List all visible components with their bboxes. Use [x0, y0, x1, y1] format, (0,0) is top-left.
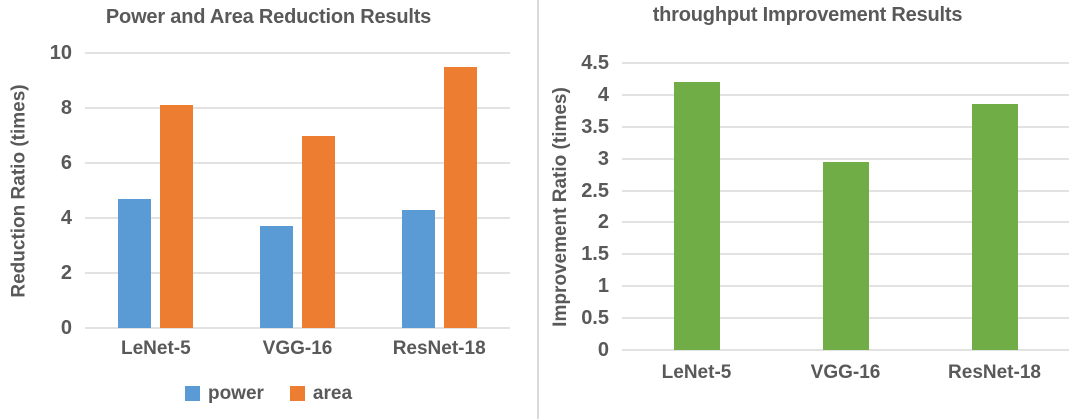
gridline: [85, 107, 510, 109]
bar-area-lenet-5: [160, 105, 194, 328]
gridline: [622, 62, 1069, 64]
y-tick-label: 4.5: [581, 52, 609, 74]
bars: [85, 53, 510, 328]
plot-area: 0 2 4 6 8 10: [50, 43, 510, 338]
y-axis-title-text: Improvement Ratio (times): [550, 86, 571, 327]
y-tick-label: 3.5: [581, 115, 609, 138]
legend-label-area: area: [312, 383, 353, 404]
bar-throughput-resnet-18: [971, 104, 1018, 350]
y-tick-label: 10: [49, 42, 72, 64]
gridline: [85, 327, 510, 329]
x-axis-labels: LeNet-5 VGG-16 ResNet-18: [85, 338, 510, 360]
gridline: [85, 52, 510, 54]
power-area-reduction-chart: Power and Area Reduction Results Reducti…: [0, 0, 537, 419]
legend-item-power: power: [184, 383, 264, 404]
y-axis-title: Reduction Ratio (times): [0, 53, 42, 328]
y-tick-label: 2: [60, 262, 72, 284]
y-axis-title-text: Reduction Ratio (times): [9, 83, 31, 298]
bar-area-vgg-16: [302, 135, 335, 328]
y-tick-label: 4: [597, 83, 609, 106]
y-tick-label: 1.5: [581, 243, 609, 266]
y-tick-label: 2.5: [581, 179, 609, 202]
y-tick-label: 2: [597, 211, 609, 234]
bar-throughput-lenet-5: [673, 82, 720, 350]
legend: power area: [0, 384, 537, 403]
gridline: [622, 349, 1069, 351]
bar-power-resnet-18: [401, 209, 435, 328]
gridline: [85, 217, 510, 219]
bar-group-lenet-5: [85, 53, 227, 328]
legend-label-power: power: [207, 383, 264, 404]
x-axis-label: LeNet-5: [120, 338, 191, 359]
y-tick-label: 3: [597, 147, 609, 170]
gridline: [622, 93, 1069, 96]
y-tick-label: 4: [60, 207, 72, 229]
bar-power-lenet-5: [118, 198, 152, 328]
bar-area-resnet-18: [443, 66, 477, 328]
bar-group-resnet-18: [920, 63, 1069, 350]
y-tick-label: 1: [597, 275, 609, 298]
bar-group-resnet-18: [368, 53, 510, 328]
y-axis-title: Improvement Ratio (times): [539, 63, 583, 350]
y-tick-label: 8: [60, 97, 72, 119]
y-tick-label: 0: [60, 317, 72, 339]
plot-area: 0 0.5 1 1.5 2 2.5 3 3.5 4 4.5: [581, 53, 1069, 360]
bar-power-vgg-16: [260, 226, 293, 328]
bar-group-lenet-5: [622, 63, 771, 350]
x-axis-label: ResNet-18: [948, 362, 1041, 383]
y-tick-label: 0: [597, 339, 609, 361]
throughput-improvement-chart: throughput Improvement Results Improveme…: [537, 0, 1076, 419]
y-tick-label: 0.5: [581, 307, 609, 330]
legend-swatch-area: [289, 386, 305, 401]
y-tick-label: 6: [60, 152, 72, 174]
gridline: [85, 162, 510, 164]
chart-title: throughput Improvement Results: [652, 4, 963, 26]
bars: [622, 63, 1069, 350]
bar-group-vgg-16: [771, 63, 920, 350]
x-axis-label: ResNet-18: [392, 338, 486, 359]
gridline: [622, 125, 1069, 128]
gridline: [85, 272, 510, 274]
chart-title: Power and Area Reduction Results: [105, 6, 432, 28]
legend-item-area: area: [289, 383, 353, 404]
bar-group-vgg-16: [227, 53, 369, 328]
bar-throughput-vgg-16: [822, 161, 869, 350]
legend-swatch-power: [184, 386, 200, 401]
x-axis-label: LeNet-5: [661, 362, 732, 383]
x-axis-labels: LeNet-5 VGG-16 ResNet-18: [622, 362, 1069, 384]
x-axis-label: VGG-16: [810, 362, 881, 383]
x-axis-label: VGG-16: [262, 338, 333, 359]
gridline: [622, 157, 1069, 160]
